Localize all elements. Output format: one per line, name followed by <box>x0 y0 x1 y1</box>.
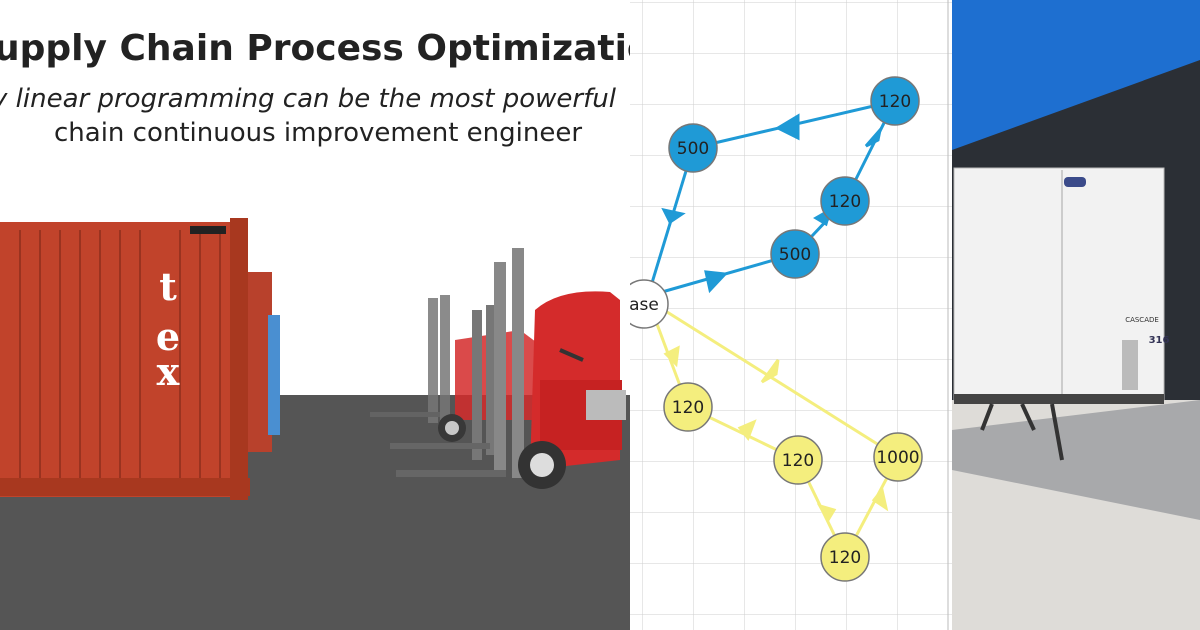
yellow-arrow-4 <box>737 419 757 441</box>
yellow-arrow-3 <box>816 503 837 523</box>
blue-arrow-5 <box>661 207 686 225</box>
yellow-node-y3-label: 120 <box>782 451 814 471</box>
blue-node-b1: 500 <box>668 123 718 173</box>
hazard-strip <box>190 226 226 234</box>
blue-node-b3: 120 <box>820 176 870 226</box>
yellow-node-y2-label: 120 <box>672 398 704 418</box>
shipping-container <box>0 222 248 497</box>
yellow-node-y1-label: 1000 <box>876 448 919 468</box>
container-letters-ex: e <box>156 314 180 359</box>
trailer-photo: CASCADE 316 <box>952 0 1200 630</box>
container-corner-post <box>230 218 248 500</box>
container-base <box>0 478 250 496</box>
trailer-bumper <box>954 394 1164 404</box>
yellow-node-y4-label: 120 <box>829 548 861 568</box>
yellow-arrow-2 <box>871 486 889 512</box>
container-letter-x: x <box>157 349 180 394</box>
yellow-node-y4: 120 <box>820 532 870 582</box>
left-illustration-panel: t e x upply Chain Process Optimiza <box>0 28 630 630</box>
forklift-front <box>396 248 626 489</box>
trailer-landing-gear <box>980 403 1064 461</box>
trailer-brand: CASCADE <box>1125 316 1159 324</box>
dock-shadow <box>952 400 1200 520</box>
yellow-node-y3: 120 <box>773 435 823 485</box>
base-node-label: ase <box>630 295 659 315</box>
yellow-arrow-5 <box>663 345 680 368</box>
blue-node-b2-label: 120 <box>879 92 911 112</box>
warehouse-illustration: t e x <box>0 218 630 630</box>
yellow-node-y2: 120 <box>663 382 713 432</box>
forklift-mid <box>390 305 496 460</box>
blue-node-b3-label: 120 <box>829 192 861 212</box>
yellow-arrow-1 <box>760 359 780 384</box>
slide-subtitle-line-1: y linear programming can be the most pow… <box>0 84 616 114</box>
yellow-edge-base-y1 <box>647 298 899 459</box>
yellow-node-y1: 1000 <box>873 432 923 482</box>
blue-arrow-1 <box>704 270 729 294</box>
blue-node-b4-label: 500 <box>779 245 811 265</box>
blue-node-b2: 120 <box>870 76 920 126</box>
base-node <box>630 279 669 329</box>
container-letter-t: t <box>159 264 177 309</box>
route-diagram-panel: ase 500 120 120 500 1000 120 120 <box>630 0 952 630</box>
blue-arrow-4 <box>774 113 800 141</box>
slide-title: upply Chain Process Optimizatio <box>0 28 630 69</box>
trailer-logo <box>1064 177 1086 187</box>
blue-node-b4: 500 <box>770 229 820 279</box>
trailer-number: 316 <box>1149 335 1170 346</box>
blue-arrow-3 <box>864 124 883 148</box>
trailer-photo-panel: CASCADE 316 <box>952 0 1200 630</box>
route-diagram: ase 500 120 120 500 1000 120 120 <box>630 0 952 630</box>
container-back <box>246 272 272 452</box>
blue-node-b1-label: 500 <box>677 139 709 159</box>
container-back-door <box>268 315 280 435</box>
door-latch <box>1122 340 1138 390</box>
slide-subtitle-line-2: chain continuous improvement engineer <box>54 118 583 148</box>
